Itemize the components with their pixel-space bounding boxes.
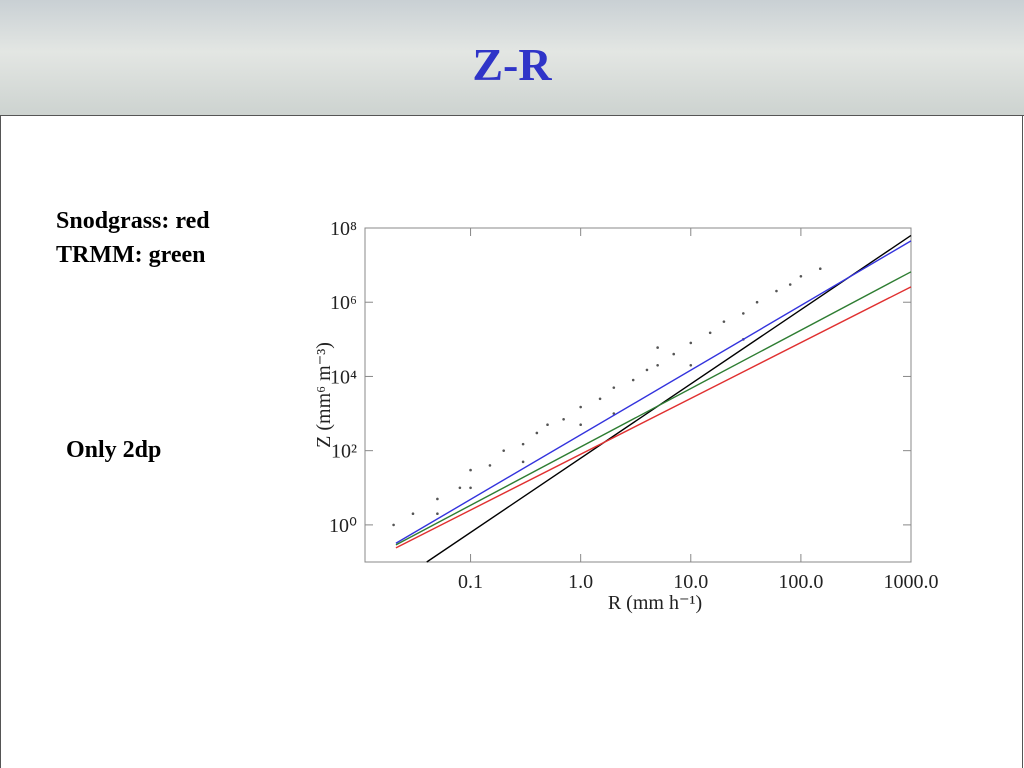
data-point: [799, 274, 803, 278]
data-point: [598, 397, 602, 401]
data-point: [436, 512, 439, 516]
data-point: [469, 468, 472, 472]
remark: Only 2dp: [66, 437, 162, 463]
x-tick-label: 10.0: [673, 571, 708, 593]
data-point: [672, 352, 676, 356]
data-point: [521, 460, 525, 464]
x-tick-label: 100.0: [778, 571, 823, 593]
data-point: [775, 289, 778, 293]
data-point: [689, 341, 693, 345]
data-point: [755, 300, 759, 304]
y-axis-label: Z (mm⁶ m⁻³): [313, 342, 335, 448]
data-point: [612, 386, 616, 389]
fit-line: [395, 240, 912, 544]
data-point: [392, 523, 395, 527]
data-point: [436, 497, 439, 501]
data-point: [502, 449, 506, 452]
data-point: [535, 431, 539, 435]
border: [1022, 115, 1023, 768]
y-tick-label: 10⁸: [330, 218, 357, 240]
data-point: [521, 442, 525, 446]
fit-line: [426, 234, 912, 563]
fit-line: [395, 271, 912, 546]
data-point: [722, 320, 726, 323]
data-point: [458, 486, 462, 490]
data-point: [411, 512, 415, 516]
data-point: [562, 418, 565, 421]
x-tick-label: 0.1: [458, 571, 483, 593]
fit-line: [395, 286, 912, 549]
y-tick-label: 10²: [331, 441, 357, 463]
border: [0, 115, 1, 768]
data-point: [579, 405, 582, 409]
data-point: [631, 378, 635, 382]
plot-frame: [364, 227, 912, 563]
data-point: [656, 363, 659, 367]
data-point: [708, 331, 712, 335]
note: Snodgrass: red: [56, 208, 210, 234]
data-point: [546, 423, 549, 427]
data-point: [579, 423, 582, 427]
data-point: [788, 283, 792, 286]
y-tick-label: 10⁶: [330, 292, 357, 314]
data-point: [818, 267, 822, 271]
slide-title: Z-R: [472, 39, 552, 90]
y-tick-label: 10⁰: [329, 515, 357, 537]
data-point: [689, 363, 693, 367]
data-point: [656, 346, 659, 349]
data-point: [742, 312, 745, 315]
note: TRMM: green: [56, 242, 206, 268]
data-point: [488, 464, 492, 467]
x-tick-label: 1000.0: [884, 571, 939, 593]
x-tick-label: 1.0: [568, 571, 593, 593]
x-axis-label: R (mm h⁻¹): [608, 592, 702, 614]
y-tick-label: 10⁴: [330, 366, 357, 388]
banner: [0, 0, 1024, 116]
data-point: [645, 368, 649, 372]
data-point: [469, 486, 472, 490]
